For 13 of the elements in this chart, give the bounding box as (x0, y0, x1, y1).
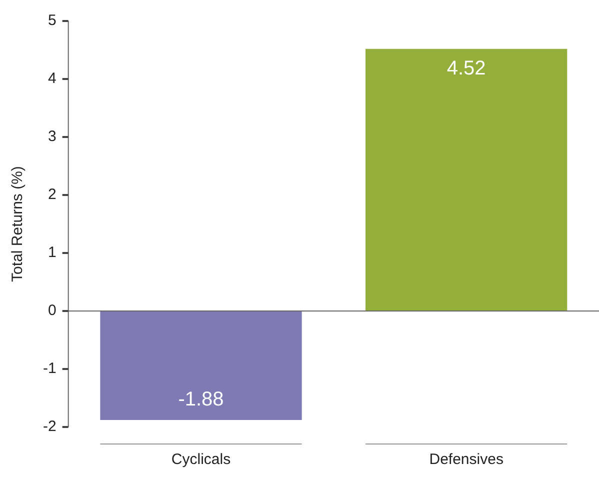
y-tick-label: -1 (42, 360, 56, 378)
y-tick-label: 1 (48, 244, 56, 262)
data-label: 4.52 (446, 57, 486, 80)
x-tick-label: Cyclicals (171, 451, 231, 468)
y-tick-label: 3 (48, 128, 56, 146)
y-axis-title: Total Returns (%) (9, 166, 26, 282)
y-tick-label: 2 (48, 186, 56, 204)
x-tick-label: Defensives (429, 451, 504, 468)
y-tick-label: 5 (48, 12, 56, 30)
y-tick-label: 4 (48, 70, 56, 88)
y-tick-label: -2 (42, 418, 56, 436)
data-label: -1.88 (178, 388, 224, 411)
y-tick-label: 0 (48, 302, 56, 320)
